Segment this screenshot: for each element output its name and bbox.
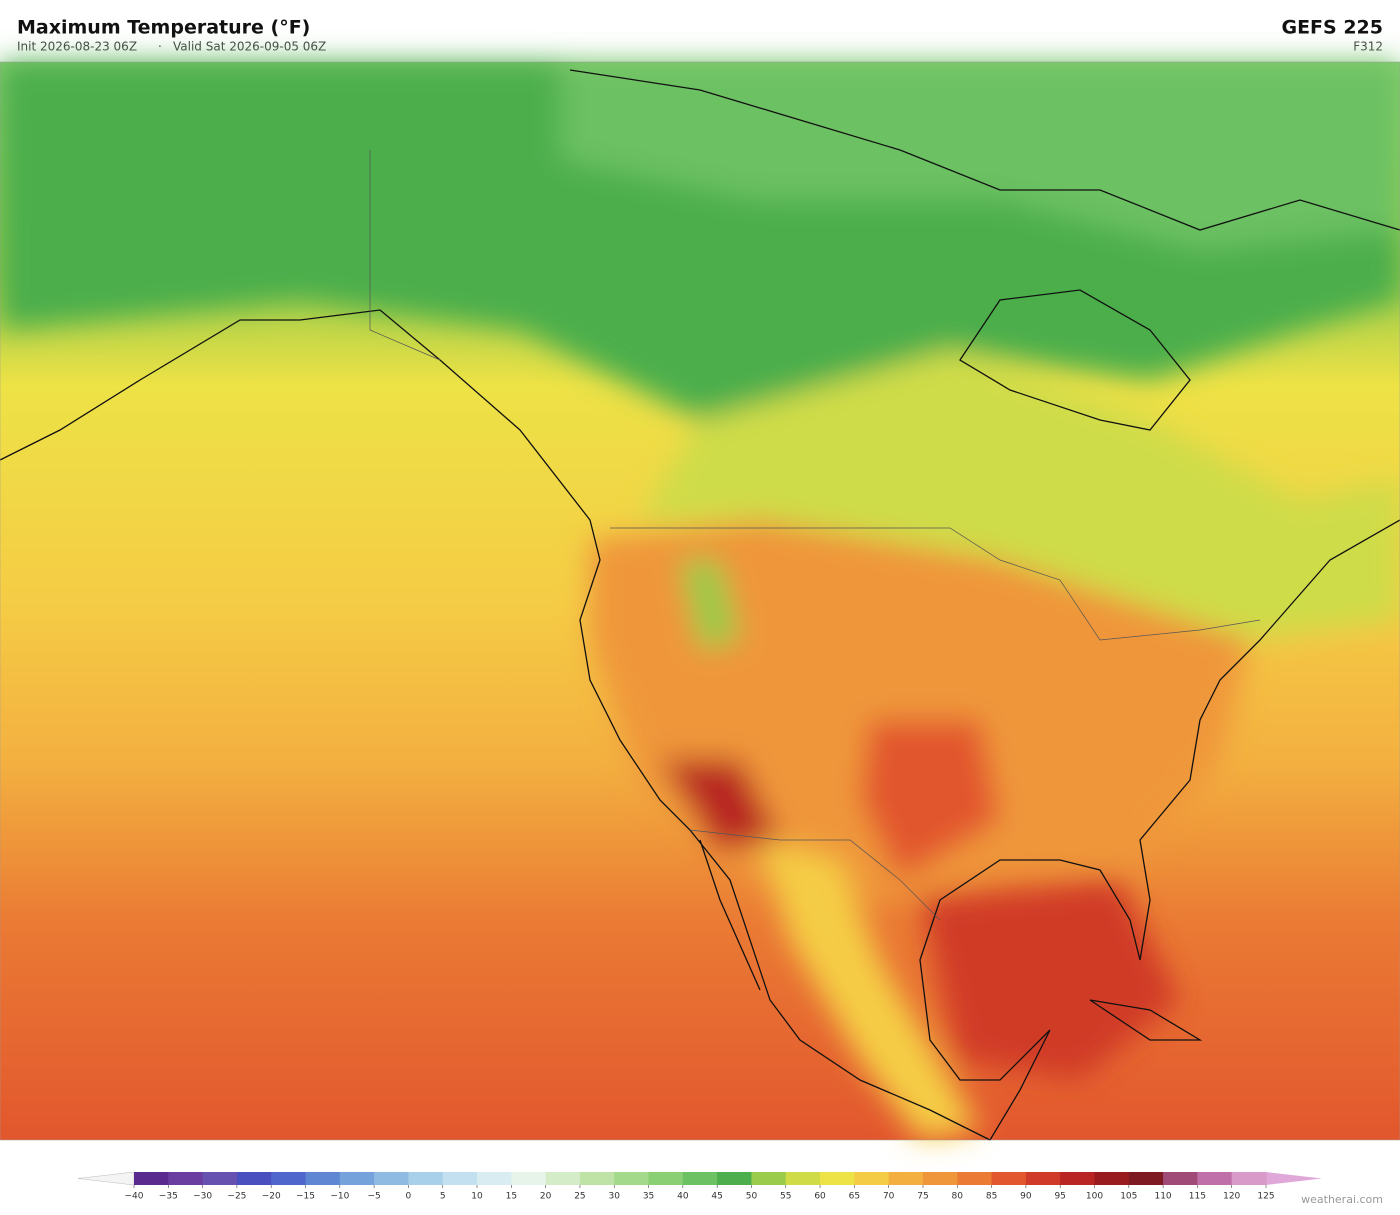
valid-time: Valid Sat 2026-09-05 06Z	[173, 40, 326, 54]
map-field	[0, 62, 1400, 1141]
colorbar-tick-label: 30	[609, 1192, 621, 1202]
watermark: weatherai.com	[1301, 1193, 1383, 1206]
colorbar-tick-label: 70	[883, 1192, 895, 1202]
colorbar-bin	[305, 1172, 341, 1185]
colorbar-bin	[1231, 1172, 1267, 1185]
colorbar-tick-label: 110	[1154, 1192, 1171, 1202]
colorbar-tick-label: 10	[471, 1192, 483, 1202]
colorbar-bin	[1197, 1172, 1233, 1185]
colorbar-bin	[1025, 1172, 1061, 1185]
colorbar-bin	[1094, 1172, 1130, 1185]
colorbar-under	[77, 1171, 135, 1186]
colorbar-bin	[854, 1172, 890, 1185]
colorbar-bin	[511, 1172, 547, 1185]
colorbar-tick-label: 55	[780, 1192, 791, 1202]
colorbar-bin	[751, 1172, 787, 1185]
colorbar-bin	[168, 1172, 204, 1185]
colorbar-tick-label: 50	[746, 1192, 758, 1202]
colorbar-tick-label: 35	[643, 1192, 654, 1202]
borders	[369, 150, 1261, 921]
colorbar-tick-label: 25	[574, 1192, 585, 1202]
colorbar-bin	[408, 1172, 444, 1185]
colorbar-tick-label: −20	[262, 1192, 281, 1202]
colorbar-bin	[820, 1172, 855, 1185]
colorbar-bin	[271, 1172, 307, 1185]
colorbar-tick-label: −35	[159, 1192, 178, 1202]
colorbar-bin	[785, 1172, 821, 1185]
colorbar-bin	[442, 1172, 478, 1185]
colorbar-tick-label: −15	[296, 1192, 315, 1202]
colorbar-tick-label: 60	[814, 1192, 826, 1202]
colorbar-bin	[1163, 1172, 1198, 1185]
model-name: GEFS 225	[1281, 17, 1383, 39]
colorbar-bin	[991, 1172, 1027, 1185]
colorbar-bin	[134, 1172, 169, 1185]
colorbar-over	[1266, 1172, 1322, 1185]
colorbar-bin	[1060, 1172, 1095, 1185]
colorbar-tick-label: 105	[1120, 1192, 1137, 1202]
colorbar-bin	[888, 1172, 924, 1185]
colorbar-bin	[957, 1172, 993, 1185]
coastlines	[0, 69, 1400, 1141]
colorbar-bin	[648, 1172, 684, 1185]
colorbar-bin	[682, 1172, 718, 1185]
colorbar-tick-label: 5	[440, 1192, 446, 1202]
colorbar-bin	[477, 1172, 512, 1185]
colorbar-bin	[202, 1172, 238, 1185]
colorbar-tick-label: −30	[193, 1192, 212, 1202]
colorbar-tick-label: 95	[1054, 1192, 1065, 1202]
colorbar-bin	[922, 1172, 958, 1185]
colorbar-tick-label: 45	[711, 1192, 722, 1202]
map-frame	[0, 61, 1400, 1141]
colorbar-tick-label: −40	[125, 1192, 144, 1202]
colorbar-tick-label: 0	[406, 1192, 412, 1202]
land-field	[0, 62, 1400, 1140]
forecast-hour: F312	[1353, 40, 1383, 54]
colorbar-tick-label: 20	[540, 1192, 552, 1202]
colorbar-bin	[614, 1172, 650, 1185]
colorbar-tick-label: −10	[330, 1192, 349, 1202]
colorbar-tick-label: −5	[367, 1192, 380, 1202]
colorbar-bin	[545, 1172, 581, 1185]
colorbar-bin	[374, 1172, 409, 1185]
separator: ·	[158, 40, 162, 54]
init-time: Init 2026-08-23 06Z	[17, 40, 137, 54]
colorbar-bin	[579, 1172, 615, 1185]
colorbar-tick-label: 65	[849, 1192, 860, 1202]
colorbar-tick-label: 115	[1189, 1192, 1206, 1202]
colorbar-tick-label: 80	[952, 1192, 964, 1202]
colorbar-bin	[339, 1172, 375, 1185]
colorbar-tick-label: 40	[677, 1192, 689, 1202]
colorbar-tick-label: 90	[1020, 1192, 1032, 1202]
colorbar-tick-label: 125	[1257, 1192, 1274, 1202]
colorbar-bin	[717, 1172, 752, 1185]
colorbar-tick-label: 100	[1086, 1192, 1103, 1202]
colorbar-bin	[1128, 1172, 1164, 1185]
colorbar-tick-label: 120	[1223, 1192, 1240, 1202]
map-title: Maximum Temperature (°F)	[17, 17, 310, 39]
colorbar-tick-label: 15	[506, 1192, 517, 1202]
colorbar-bin	[236, 1172, 272, 1185]
colorbar-tick-label: 75	[917, 1192, 928, 1202]
colorbar: −40 −35 −30 −25 −20 −15 −10 −5 0 5 10 15 20 25 30 35 40 4…	[77, 1171, 1322, 1202]
colorbar-tick-label: 85	[986, 1192, 997, 1202]
colorbar-tick-label: −25	[227, 1192, 246, 1202]
